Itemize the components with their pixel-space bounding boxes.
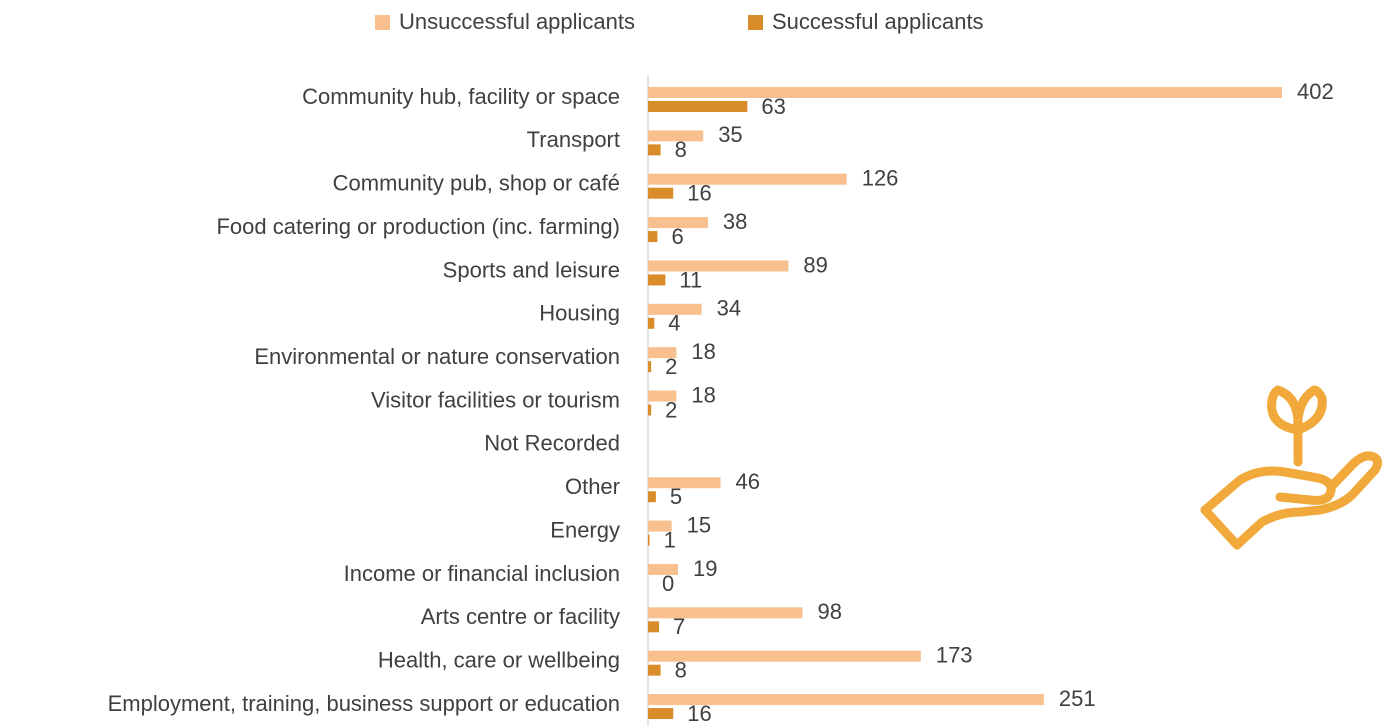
bar xyxy=(648,361,652,373)
data-label: 34 xyxy=(717,296,741,321)
bar xyxy=(648,477,721,489)
data-label: 16 xyxy=(687,701,711,726)
bar xyxy=(648,317,655,329)
y-tick-label: Community pub, shop or café xyxy=(333,171,620,196)
data-label: 89 xyxy=(803,252,827,277)
bar xyxy=(648,217,708,229)
data-label: 35 xyxy=(718,122,742,147)
bar xyxy=(648,650,921,662)
legend-label: Successful applicants xyxy=(772,9,984,34)
data-label: 98 xyxy=(818,599,842,624)
bar xyxy=(648,231,658,243)
data-label: 2 xyxy=(665,354,677,379)
data-label: 11 xyxy=(679,267,702,292)
bar xyxy=(648,130,704,142)
bar xyxy=(648,491,656,503)
data-label: 16 xyxy=(687,181,711,206)
data-label: 402 xyxy=(1297,79,1334,104)
y-tick-label: Visitor facilities or tourism xyxy=(371,387,620,412)
data-label: 15 xyxy=(687,512,711,537)
data-label: 5 xyxy=(670,484,682,509)
bar xyxy=(648,404,652,416)
data-label: 251 xyxy=(1059,686,1096,711)
data-label: 7 xyxy=(673,614,685,639)
bar xyxy=(648,260,789,272)
bar xyxy=(648,520,672,532)
data-label: 2 xyxy=(665,397,677,422)
y-tick-label: Sports and leisure xyxy=(443,257,620,282)
data-label: 6 xyxy=(671,224,683,249)
hand-leaf-icon xyxy=(1200,385,1383,550)
data-label: 46 xyxy=(736,469,760,494)
data-label: 4 xyxy=(668,311,680,336)
y-tick-label: Housing xyxy=(539,301,620,326)
y-tick-label: Arts centre or facility xyxy=(421,604,620,629)
bar xyxy=(648,563,678,575)
y-tick-label: Health, care or wellbeing xyxy=(378,647,620,672)
y-tick-label: Community hub, facility or space xyxy=(302,84,620,109)
bar xyxy=(648,87,1282,98)
bar xyxy=(648,607,803,619)
data-label: 8 xyxy=(675,657,687,682)
legend-label: Unsuccessful applicants xyxy=(399,9,635,34)
legend-swatch xyxy=(375,15,390,30)
y-tick-label: Not Recorded xyxy=(484,431,620,456)
data-label: 126 xyxy=(862,166,899,191)
data-label: 38 xyxy=(723,209,747,234)
bar xyxy=(648,694,1044,706)
y-tick-label: Environmental or nature conservation xyxy=(254,344,620,369)
bar xyxy=(648,534,650,546)
data-label: 8 xyxy=(675,137,687,162)
data-label: 18 xyxy=(691,382,715,407)
data-label: 1 xyxy=(664,527,676,552)
y-tick-label: Transport xyxy=(527,127,620,152)
bar xyxy=(648,144,661,156)
data-label: 19 xyxy=(693,556,717,581)
data-label: 0 xyxy=(662,571,674,596)
bar xyxy=(648,187,674,199)
y-tick-label: Food catering or production (inc. farmin… xyxy=(216,214,620,239)
y-tick-label: Energy xyxy=(550,517,620,542)
data-label: 63 xyxy=(761,94,785,119)
y-tick-label: Employment, training, business support o… xyxy=(108,691,620,716)
y-tick-label: Income or financial inclusion xyxy=(344,561,620,586)
y-tick-label: Other xyxy=(565,474,620,499)
bar xyxy=(648,347,677,359)
bar xyxy=(648,390,677,402)
bar xyxy=(648,173,847,185)
bar xyxy=(648,708,674,720)
data-label: 18 xyxy=(691,339,715,364)
bar xyxy=(648,303,702,315)
legend-swatch xyxy=(748,15,763,30)
data-label: 173 xyxy=(936,642,973,667)
bar xyxy=(648,664,661,676)
bar xyxy=(648,101,748,112)
bar xyxy=(648,274,666,286)
bar xyxy=(648,621,660,633)
